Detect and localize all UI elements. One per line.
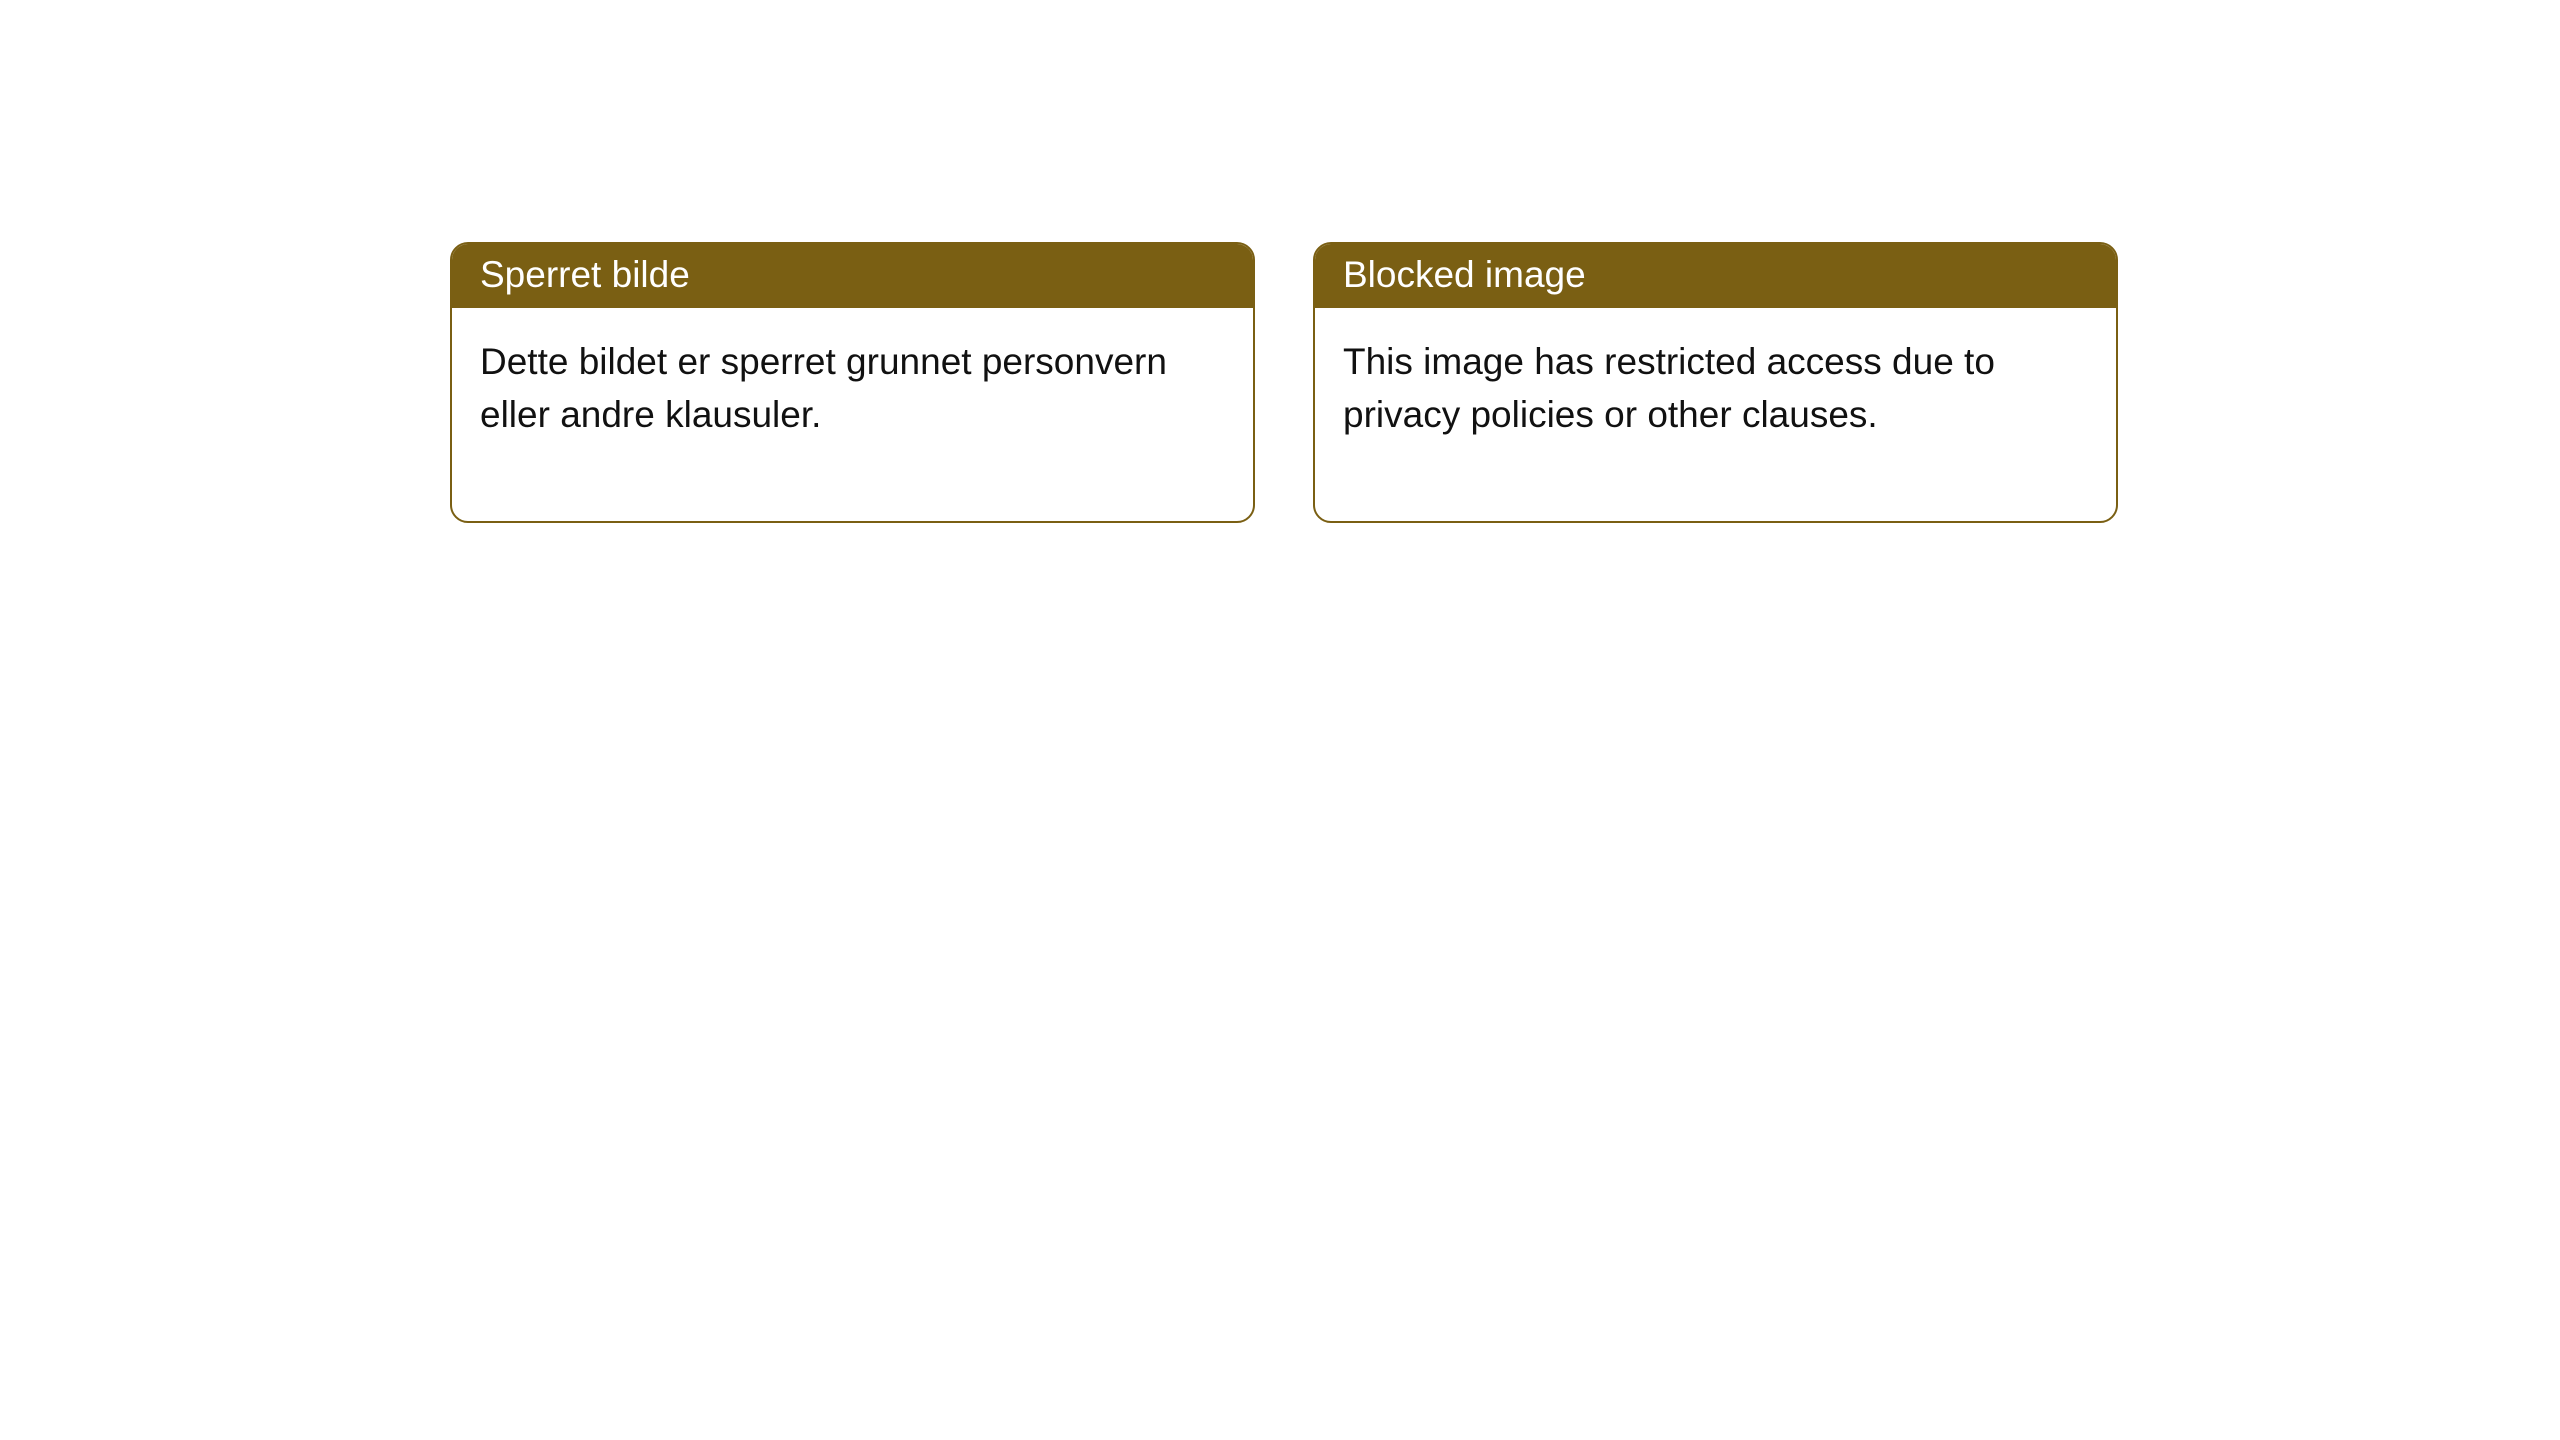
notice-card-english: Blocked image This image has restricted …: [1313, 242, 2118, 523]
notice-title: Sperret bilde: [452, 244, 1253, 308]
notice-body: Dette bildet er sperret grunnet personve…: [452, 308, 1253, 521]
notice-title: Blocked image: [1315, 244, 2116, 308]
notice-card-norwegian: Sperret bilde Dette bildet er sperret gr…: [450, 242, 1255, 523]
notice-cards-row: Sperret bilde Dette bildet er sperret gr…: [450, 242, 2118, 523]
notice-body: This image has restricted access due to …: [1315, 308, 2116, 521]
